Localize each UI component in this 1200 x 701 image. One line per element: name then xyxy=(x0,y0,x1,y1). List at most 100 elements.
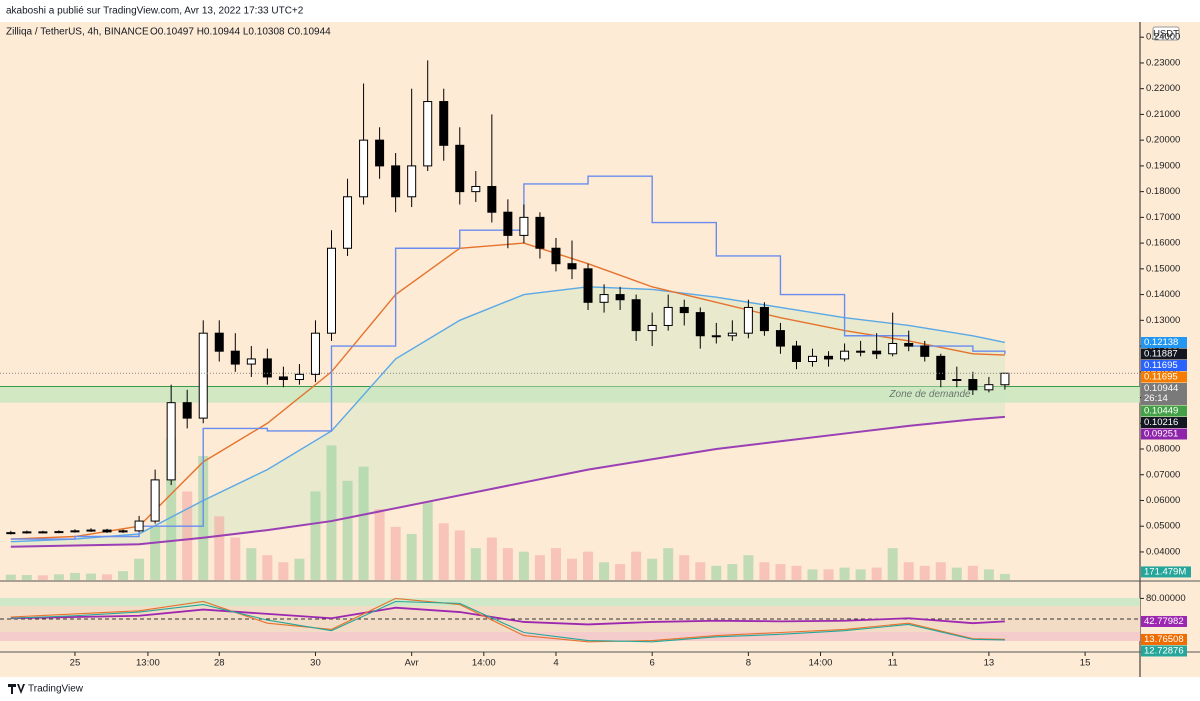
demand-zone-label: Zone de demande xyxy=(888,389,971,400)
volume-bar xyxy=(871,567,882,580)
y-tick-label: 0.19000 xyxy=(1146,160,1180,171)
candle-body xyxy=(310,332,320,375)
rsi-label: 42.77982 xyxy=(1144,616,1184,627)
candle-body xyxy=(647,324,657,332)
candle-body xyxy=(262,358,272,378)
volume-bar xyxy=(935,562,946,580)
candle-body xyxy=(808,355,818,362)
logo xyxy=(8,684,25,694)
x-tick-label: 25 xyxy=(70,658,81,669)
volume-bar xyxy=(182,491,193,580)
volume-bar xyxy=(583,551,594,580)
candle-body xyxy=(936,355,946,381)
y-tick-label: 0.07000 xyxy=(1146,469,1180,480)
candle-body xyxy=(326,247,336,334)
brand: TradingView xyxy=(28,684,84,695)
y-tick-label: 0.06000 xyxy=(1146,495,1180,506)
x-tick-label: 14:00 xyxy=(809,658,833,669)
candle-body xyxy=(54,531,64,534)
volume-bar xyxy=(246,548,257,580)
y-tick-label: 0.22000 xyxy=(1146,83,1180,94)
candle-body xyxy=(22,531,32,534)
ma-cloud xyxy=(10,286,1005,547)
volume-label: 171.479M xyxy=(1144,566,1186,577)
currency[interactable]: USDT xyxy=(1153,29,1179,40)
candle-body xyxy=(150,479,160,522)
volume-bar xyxy=(631,551,642,580)
rsi-tick-label: 80.00000 xyxy=(1146,593,1186,604)
volume-bar xyxy=(695,562,706,580)
volume-bar xyxy=(727,564,738,580)
candle-body xyxy=(727,332,737,337)
y-tick-label: 0.15000 xyxy=(1146,263,1180,274)
candle-body xyxy=(519,216,529,236)
publisher: akaboshi a publié sur TradingView.com, A… xyxy=(6,6,304,17)
price-label-box xyxy=(1141,348,1187,360)
rsi-line xyxy=(10,597,1005,643)
price-label: 0.10216 xyxy=(1144,417,1178,428)
price-label: 0.10449 xyxy=(1144,406,1178,417)
rsi-line xyxy=(10,606,1005,626)
candle-body xyxy=(471,185,481,193)
volume-bar xyxy=(230,537,241,580)
candle-body xyxy=(583,268,593,303)
currency-button[interactable] xyxy=(1152,26,1180,41)
price-label-box xyxy=(1141,336,1187,348)
volume-bar xyxy=(518,551,529,580)
candle-body xyxy=(679,306,689,314)
volume-bar xyxy=(502,548,513,580)
volume-bar xyxy=(791,565,802,580)
volume-bar xyxy=(983,569,994,580)
volume-bar xyxy=(663,548,674,580)
rsi-upper-band xyxy=(0,598,1140,606)
candle-body xyxy=(856,350,866,353)
x-tick-label: 8 xyxy=(746,658,751,669)
volume-bar xyxy=(839,567,850,580)
volume-bar xyxy=(887,548,898,580)
y-tick-label: 0.18000 xyxy=(1146,186,1180,197)
volume-bar xyxy=(550,548,561,580)
candle-body xyxy=(775,330,785,347)
x-tick-label: 28 xyxy=(214,658,225,669)
price-label-box xyxy=(1141,359,1187,371)
volume-bar xyxy=(679,555,690,580)
volume-bar xyxy=(326,445,337,580)
candle-body xyxy=(423,101,433,167)
x-tick-label: 14:00 xyxy=(472,658,496,669)
volume-bar xyxy=(454,530,465,580)
volume-bar xyxy=(775,564,786,580)
candle-body xyxy=(743,306,753,334)
candle-body xyxy=(631,299,641,332)
volume-bar xyxy=(470,548,481,580)
candle-body xyxy=(567,263,577,270)
y-tick-label: 0.08000 xyxy=(1146,444,1180,455)
candle-body xyxy=(968,379,978,391)
price-label: 0.12138 xyxy=(1144,337,1178,348)
candle-body xyxy=(343,196,353,249)
candle-body xyxy=(952,379,962,382)
candle-body xyxy=(663,306,673,326)
candle-body xyxy=(6,532,16,535)
y-tick-label: 0.13000 xyxy=(1146,315,1180,326)
candle-body xyxy=(391,165,401,198)
volume-bar xyxy=(390,526,401,580)
ohlc: O0.10497 H0.10944 L0.10308 C0.10944 xyxy=(150,27,331,38)
candle-body xyxy=(214,332,224,352)
candle-body xyxy=(711,335,721,338)
rsi-lower-band xyxy=(0,632,1140,641)
price-label: 0.11695 xyxy=(1144,360,1178,371)
price-label: 0.09251 xyxy=(1144,429,1178,440)
candle-body xyxy=(904,342,914,347)
candle-body xyxy=(1000,372,1010,386)
volume-bar xyxy=(85,573,96,580)
rsi-label: 12.72876 xyxy=(1144,645,1184,656)
y-tick-label: 0.14000 xyxy=(1146,289,1180,300)
candle-body xyxy=(487,185,497,213)
candle-body xyxy=(551,247,561,265)
y-tick-label: 0.04000 xyxy=(1146,546,1180,557)
candle-body xyxy=(359,139,369,198)
candle-body xyxy=(294,373,304,381)
price-label-box xyxy=(1141,371,1187,383)
